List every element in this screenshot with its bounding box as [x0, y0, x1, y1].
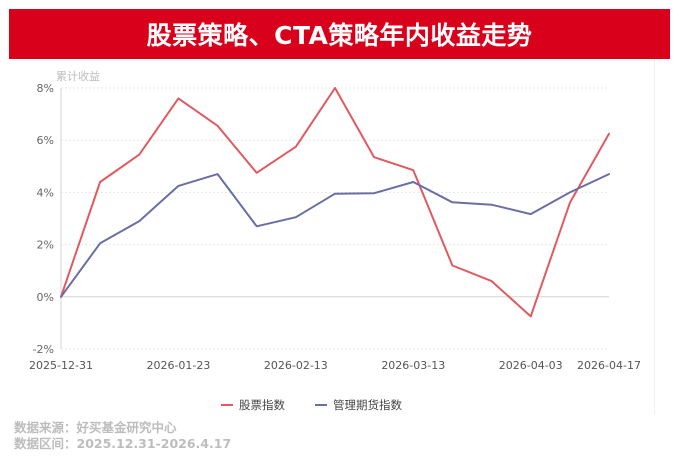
x-tick-labels: 2025-12-31 2026-01-23 2026-02-13 2026-03-13…	[29, 359, 641, 372]
y-tick-labels: 8% 6% 4% 2% 0% -2%	[33, 82, 54, 356]
series-line-1	[60, 87, 610, 318]
legend-label: 管理期货指数	[333, 398, 402, 412]
x-tick-label: 2025-12-31	[29, 359, 93, 372]
footer-notes: 数据来源：好买基金研究中心 数据区间：2025.12.31-2026.4.17	[14, 420, 231, 452]
data-range-note: 数据区间：2025.12.31-2026.4.17	[14, 436, 232, 451]
x-tick-label: 2026-03-13	[381, 359, 445, 372]
legend: 股票指数 管理期货指数	[221, 398, 402, 412]
chart-area: 累计收益 8% 6% 4% 2% 0% -2% 2025-12-31 2026-01-23 2…	[9, 59, 655, 414]
y-tick-label: 6%	[37, 134, 54, 147]
data-source-note: 数据来源：好买基金研究中心	[14, 420, 177, 435]
series-lines	[60, 87, 610, 318]
grid-lines	[60, 87, 609, 350]
y-tick-label: 2%	[37, 239, 54, 252]
x-tick-label: 2026-02-13	[264, 359, 328, 372]
series-line-2	[60, 173, 610, 298]
y-tick-label: -2%	[33, 343, 54, 356]
x-tick-label: 2026-01-23	[146, 359, 210, 372]
y-axis-label: 累计收益	[56, 69, 100, 83]
x-tick-label: 2026-04-17	[577, 359, 641, 372]
y-tick-label: 0%	[37, 291, 54, 304]
legend-label: 股票指数	[239, 398, 285, 412]
chart-title: 股票策略、CTA策略年内收益走势	[146, 21, 533, 50]
y-tick-label: 4%	[37, 186, 54, 199]
x-tick-label: 2026-04-03	[499, 359, 563, 372]
y-tick-label: 8%	[37, 82, 54, 95]
chart-title-banner: 股票策略、CTA策略年内收益走势	[9, 9, 670, 59]
line-chart: 累计收益 8%6%4%2%0%-2% 2025-12-31 2026-01-23 2…	[29, 69, 641, 412]
